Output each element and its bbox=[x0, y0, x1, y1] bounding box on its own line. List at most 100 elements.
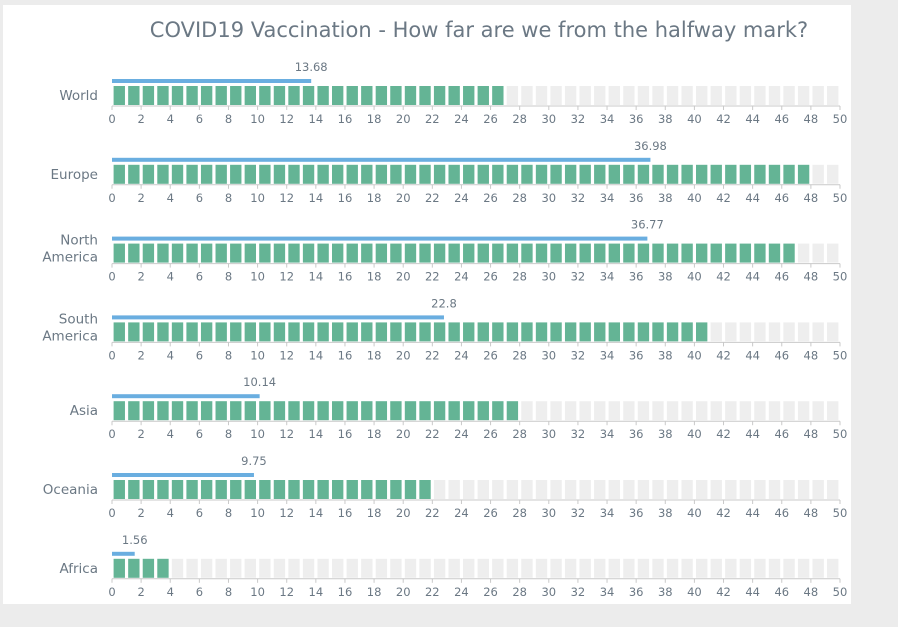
filled-cell bbox=[768, 243, 781, 263]
x-tick-label: 6 bbox=[196, 270, 203, 284]
filled-cell bbox=[477, 164, 489, 184]
filled-cell bbox=[288, 164, 300, 184]
x-tick-label: 18 bbox=[367, 270, 382, 284]
x-tick-label: 36 bbox=[629, 112, 644, 126]
filled-cell bbox=[783, 164, 795, 184]
filled-cell bbox=[433, 164, 446, 184]
x-tick-label: 22 bbox=[425, 585, 440, 599]
filled-cell bbox=[404, 243, 417, 263]
x-tick-label: 42 bbox=[716, 112, 731, 126]
x-tick-label: 40 bbox=[687, 506, 702, 520]
category-label-line: North bbox=[60, 233, 98, 249]
filled-cell bbox=[404, 322, 417, 342]
x-tick-label: 2 bbox=[137, 427, 144, 441]
filled-cell bbox=[681, 243, 693, 263]
x-tick-label: 8 bbox=[225, 270, 232, 284]
x-tick-label: 38 bbox=[658, 506, 673, 520]
filled-cell bbox=[273, 480, 286, 499]
x-tick-label: 22 bbox=[425, 506, 440, 520]
filled-cell bbox=[535, 322, 548, 342]
filled-cell bbox=[477, 322, 489, 342]
filled-cell bbox=[171, 322, 184, 342]
filled-cell bbox=[419, 243, 431, 263]
x-tick-label: 0 bbox=[108, 427, 115, 441]
empty-cell bbox=[302, 558, 315, 578]
filled-cell bbox=[215, 243, 227, 263]
category-label-line: America bbox=[42, 250, 98, 266]
empty-cell bbox=[390, 558, 402, 578]
empty-cell bbox=[506, 480, 519, 499]
x-tick-label: 46 bbox=[774, 112, 789, 126]
x-tick-label: 36 bbox=[629, 270, 644, 284]
filled-cell bbox=[783, 243, 795, 263]
filled-cell bbox=[128, 401, 140, 421]
empty-cell bbox=[768, 401, 781, 421]
filled-cell bbox=[361, 164, 373, 184]
x-tick-label: 0 bbox=[108, 112, 115, 126]
x-tick-label: 24 bbox=[454, 270, 469, 284]
empty-cell bbox=[594, 480, 606, 499]
filled-cell bbox=[448, 164, 460, 184]
x-tick-label: 8 bbox=[225, 112, 232, 126]
filled-cell bbox=[142, 558, 155, 578]
x-tick-label: 8 bbox=[225, 348, 232, 362]
filled-cell bbox=[259, 401, 271, 421]
x-tick-label: 34 bbox=[600, 191, 615, 205]
empty-cell bbox=[797, 558, 810, 578]
value-bar bbox=[112, 236, 648, 241]
category-label: Asia bbox=[70, 403, 98, 419]
empty-cell bbox=[579, 558, 591, 578]
x-tick-label: 16 bbox=[338, 191, 353, 205]
x-tick-label: 12 bbox=[279, 427, 294, 441]
filled-cell bbox=[244, 480, 256, 499]
filled-cell bbox=[579, 164, 591, 184]
x-tick-label: 26 bbox=[483, 270, 498, 284]
empty-cell bbox=[696, 558, 708, 578]
filled-cell bbox=[492, 322, 504, 342]
x-tick-label: 46 bbox=[774, 506, 789, 520]
empty-cell bbox=[827, 322, 839, 342]
x-tick-label: 36 bbox=[629, 348, 644, 362]
value-bar bbox=[112, 79, 312, 83]
x-tick-label: 46 bbox=[774, 191, 789, 205]
x-tick-label: 22 bbox=[425, 191, 440, 205]
filled-cell bbox=[273, 86, 286, 105]
empty-cell bbox=[812, 164, 824, 184]
x-tick-label: 34 bbox=[600, 506, 615, 520]
empty-cell bbox=[783, 86, 795, 105]
filled-cell bbox=[506, 322, 519, 342]
x-tick-label: 24 bbox=[454, 112, 469, 126]
empty-cell bbox=[666, 86, 679, 105]
x-tick-label: 42 bbox=[716, 191, 731, 205]
x-tick-label: 14 bbox=[309, 506, 324, 520]
value-bar bbox=[112, 394, 260, 399]
x-tick-label: 34 bbox=[600, 427, 615, 441]
filled-cell bbox=[448, 86, 460, 105]
x-tick-label: 2 bbox=[137, 270, 144, 284]
filled-cell bbox=[259, 86, 271, 105]
empty-cell bbox=[710, 322, 722, 342]
empty-cell bbox=[637, 401, 650, 421]
empty-cell bbox=[564, 86, 577, 105]
empty-cell bbox=[739, 322, 752, 342]
filled-cell bbox=[550, 322, 562, 342]
filled-cell bbox=[754, 243, 766, 263]
x-tick-label: 14 bbox=[309, 348, 324, 362]
x-tick-label: 48 bbox=[804, 191, 819, 205]
empty-cell bbox=[623, 558, 635, 578]
empty-cell bbox=[768, 480, 781, 499]
filled-cell bbox=[346, 164, 358, 184]
category-label-line: America bbox=[42, 328, 98, 344]
x-tick-label: 14 bbox=[309, 270, 324, 284]
filled-cell bbox=[186, 86, 198, 105]
filled-cell bbox=[332, 164, 344, 184]
empty-cell bbox=[768, 558, 781, 578]
x-tick-label: 4 bbox=[167, 112, 174, 126]
x-tick-label: 20 bbox=[396, 270, 411, 284]
filled-cell bbox=[710, 243, 722, 263]
empty-cell bbox=[666, 558, 679, 578]
filled-cell bbox=[375, 401, 388, 421]
filled-cell bbox=[433, 243, 446, 263]
filled-cell bbox=[230, 164, 242, 184]
